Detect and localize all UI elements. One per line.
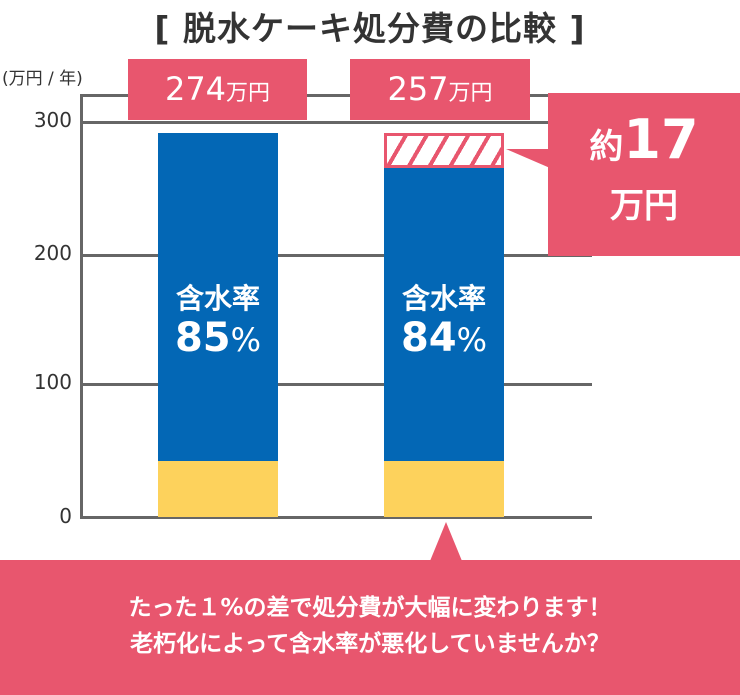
savings-value: 17 xyxy=(623,108,699,171)
bottom-callout-pointer xyxy=(430,522,462,561)
bar-1-solids-segment xyxy=(158,461,278,517)
y-tick-0: 0 xyxy=(59,504,72,528)
chart-title: [ 脱水ケーキ処分費の比較 ] xyxy=(154,9,586,48)
savings-callout-pointer xyxy=(506,149,550,168)
bottom-message-callout: たった１%の差で処分費が大幅に変わります！ 老朽化によって含水率が悪化していませ… xyxy=(0,560,740,695)
bottom-message-line-2: 老朽化によって含水率が悪化していませんか？ xyxy=(130,631,610,657)
bar-1-moisture-value: 85% xyxy=(174,315,262,361)
x-axis-baseline xyxy=(81,516,592,519)
bar-2-solids-segment xyxy=(384,461,504,517)
bar-2-inner-label: 含水率 84% xyxy=(384,282,504,362)
gridline-200 xyxy=(81,254,592,257)
y-tick-200: 200 xyxy=(33,241,72,265)
bar-2-moisture-value: 84% xyxy=(400,315,488,361)
bar-1-total-value: 274 xyxy=(164,70,227,108)
bar-1-water-segment xyxy=(158,133,278,461)
gridline-300 xyxy=(81,121,592,124)
bar-1-inner-label: 含水率 85% xyxy=(158,282,278,362)
bar-1-total-unit: 万円 xyxy=(226,81,271,106)
bar-2-total-value: 257 xyxy=(387,70,449,108)
y-tick-300: 300 xyxy=(33,108,72,132)
y-axis-line xyxy=(80,94,83,519)
bar-1-total-label: 274万円 xyxy=(128,59,307,120)
bar-2-total-unit: 万円 xyxy=(448,81,493,106)
bar-2-water-segment xyxy=(384,168,504,461)
chart-top-border xyxy=(81,94,592,97)
y-tick-100: 100 xyxy=(33,370,72,394)
savings-prefix: 約 xyxy=(589,127,624,167)
bar-2-total-label: 257万円 xyxy=(350,59,530,120)
savings-unit: 万円 xyxy=(610,186,678,226)
bar-2-savings-hatched-segment xyxy=(384,133,504,168)
gridline-100 xyxy=(81,383,592,386)
savings-callout: 約17 万円 xyxy=(548,93,740,256)
bar-2-moisture-label: 含水率 xyxy=(401,282,486,315)
bottom-message-line-1: たった１%の差で処分費が大幅に変わります！ xyxy=(128,595,612,621)
y-axis-unit-label: (万円 / 年) xyxy=(2,69,83,89)
bar-1-moisture-label: 含水率 xyxy=(175,282,260,315)
